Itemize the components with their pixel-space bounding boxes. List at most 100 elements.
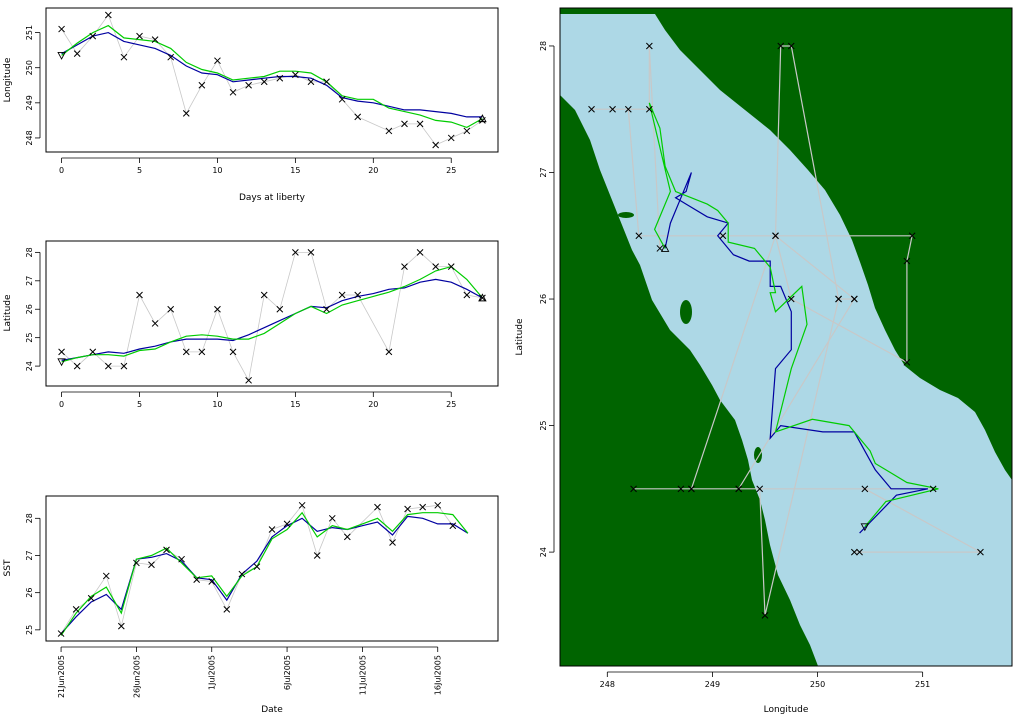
y-tick-label: 250	[25, 60, 34, 75]
island	[754, 447, 762, 463]
observation-point	[756, 485, 764, 493]
x-tick-label: 249	[705, 680, 720, 689]
observation-point	[307, 249, 315, 256]
observation-point	[133, 559, 140, 567]
raw-track	[61, 251, 483, 382]
island	[895, 327, 905, 333]
observation-point	[151, 36, 159, 43]
y-axis: 24 25 26 27 28	[25, 247, 41, 371]
observations	[58, 11, 486, 149]
y-tick-label: 26	[25, 304, 34, 314]
fitted-track-blue	[60, 515, 469, 634]
observation-point	[313, 552, 321, 559]
x-tick-label: 10	[212, 400, 222, 409]
observation-point	[609, 105, 616, 113]
observation-point	[58, 348, 65, 356]
island	[618, 212, 634, 218]
observation-point	[229, 348, 237, 356]
y-tick-label: 249	[25, 95, 34, 110]
observation-point	[193, 576, 201, 584]
fitted-tracks	[648, 102, 939, 534]
x-axis-label: Longitude	[764, 705, 809, 715]
y-axis-label: Latitude	[515, 318, 525, 356]
observation-point	[182, 110, 190, 117]
observation-point	[389, 539, 396, 546]
observation-point	[588, 105, 595, 113]
observation-point	[276, 74, 284, 82]
raw-track	[60, 504, 454, 634]
observations	[58, 249, 486, 384]
x-tick-label: 0	[59, 166, 64, 175]
observation-point	[136, 291, 143, 299]
observation-point	[434, 501, 442, 509]
observations	[57, 501, 457, 637]
observation-point	[151, 320, 159, 327]
observation-point	[120, 53, 128, 61]
observation-point	[72, 606, 80, 613]
observation-point	[163, 546, 170, 554]
peninsula	[560, 95, 818, 666]
y-tick-label: 24	[25, 361, 34, 371]
plot-frame	[45, 240, 499, 387]
observation-point	[416, 249, 424, 256]
observation-point	[635, 232, 643, 240]
y-tick-label: 251	[25, 25, 34, 40]
y-tick-label: 24	[539, 547, 548, 557]
start-end-markers	[57, 293, 487, 367]
island	[680, 300, 692, 324]
observation-point	[850, 548, 858, 556]
mainland	[560, 8, 1012, 480]
y-tick-label: 248	[25, 130, 34, 145]
observation-point	[677, 485, 685, 493]
observation-point	[374, 503, 381, 511]
start-marker	[860, 523, 870, 532]
fitted-tracks	[61, 265, 483, 363]
x-axis-label: Date	[261, 705, 283, 715]
x-tick-label: 15	[290, 400, 300, 409]
observation-point	[253, 563, 261, 570]
observation-point	[283, 520, 291, 528]
observation-point	[89, 348, 97, 356]
x-axis: 248 249 250 251	[600, 671, 930, 689]
observation-point	[73, 362, 81, 370]
observation-point	[343, 533, 351, 541]
y-tick-label: 25	[539, 420, 548, 430]
observation-point	[432, 141, 440, 149]
observation-point	[260, 291, 268, 299]
observation-point	[861, 485, 869, 493]
fitted-tracks	[61, 24, 483, 129]
observation-point	[182, 348, 190, 356]
observation-point	[630, 485, 637, 493]
observation-point	[214, 305, 221, 313]
observation-point	[903, 257, 911, 265]
x-tick-label: 20	[368, 166, 378, 175]
observation-point	[463, 291, 471, 299]
observation-point	[120, 362, 128, 370]
observation-point	[401, 263, 408, 270]
x-tick-label: 5	[137, 166, 142, 175]
x-tick-label: 251	[915, 680, 930, 689]
observation-point	[719, 232, 727, 240]
fitted-track-blue	[61, 278, 483, 361]
observation-point	[787, 295, 795, 303]
y-axis: 25 26 27 28	[25, 513, 41, 635]
track-map: 248 249 250 251 24 25 26 27 28 Longitude Latitu…	[515, 7, 1013, 715]
y-axis-label: SST	[3, 559, 13, 576]
observation-point	[338, 291, 346, 299]
fitted-track-green	[61, 24, 483, 129]
observation-point	[198, 348, 206, 356]
sst-chart: 21Jun2005 26Jun2005 1Jul2005 6Jul2005 11Jul2…	[3, 495, 499, 715]
fitted-track-blue	[61, 31, 483, 118]
observation-point	[73, 50, 81, 58]
start-marker	[57, 358, 66, 367]
end-marker	[478, 114, 487, 123]
x-tick-label: 25	[446, 400, 456, 409]
start-marker	[57, 51, 66, 60]
observation-point	[463, 127, 471, 135]
x-tick-label: 1Jul2005	[208, 655, 217, 690]
observation-point	[208, 578, 216, 585]
latitude-chart: 0 5 10 15 20 25 24 25 26 27 28 Latitude	[3, 240, 499, 409]
observation-point	[908, 232, 916, 240]
observation-point	[167, 305, 175, 313]
observation-point	[148, 561, 155, 569]
